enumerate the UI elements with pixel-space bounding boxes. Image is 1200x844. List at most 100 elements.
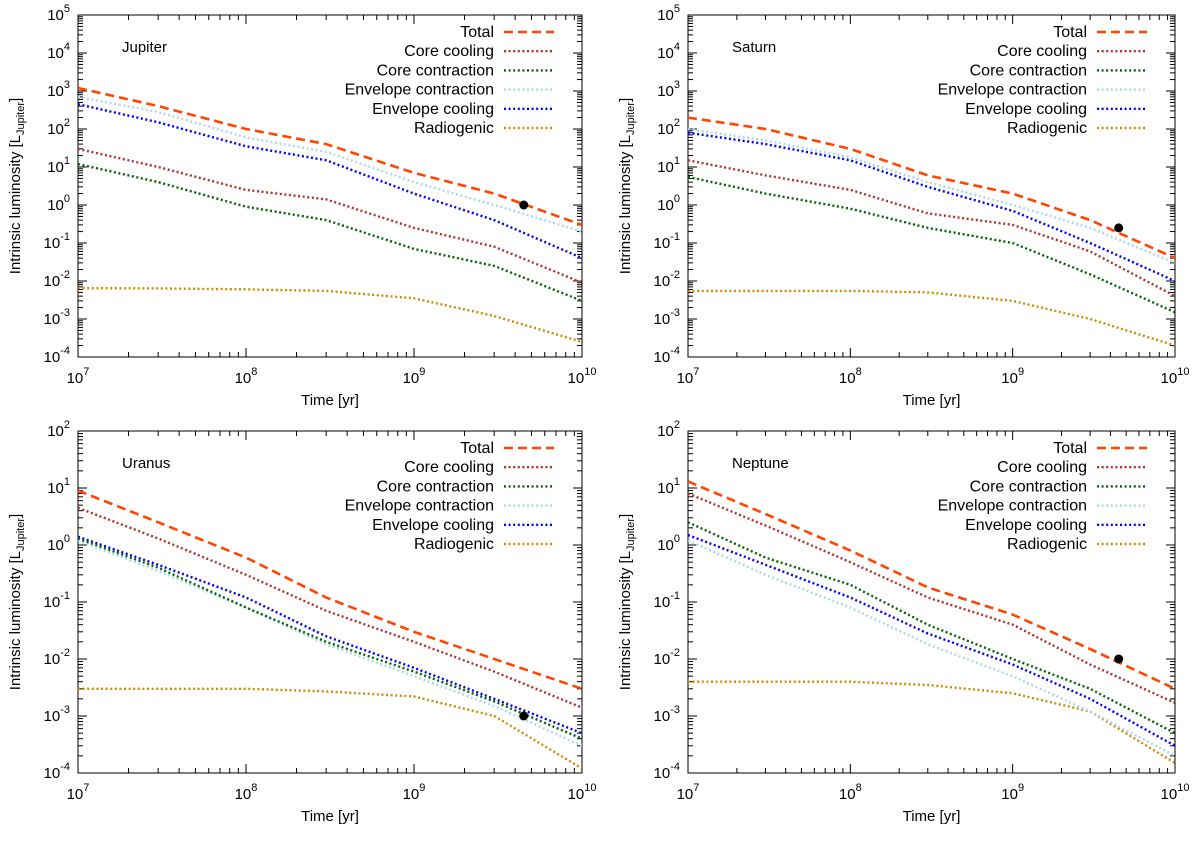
legend-label: Total xyxy=(460,24,494,41)
x-tick-label: 1010 xyxy=(568,366,597,387)
y-tick-label: 100 xyxy=(47,193,70,214)
y-tick-label: 105 xyxy=(657,3,680,24)
legend-label: Envelope cooling xyxy=(372,101,494,118)
x-axis-label: Time [yr] xyxy=(301,392,359,409)
y-axis-label: Intrinsic luminosity [LJupiter] xyxy=(7,98,27,274)
y-tick-label: 10-4 xyxy=(44,345,70,366)
legend: Total Core cooling Core contraction Envelop… xyxy=(345,440,554,553)
y-tick-label: 10-4 xyxy=(654,761,680,782)
y-tick-label: 10-4 xyxy=(44,761,70,782)
legend-label: Envelope cooling xyxy=(965,517,1087,534)
x-tick-label: 1010 xyxy=(1161,782,1190,803)
legend-label: Total xyxy=(460,440,494,457)
plot-frame xyxy=(687,14,1176,358)
series-line-total xyxy=(688,116,1175,260)
x-axis-label: Time [yr] xyxy=(903,808,961,825)
legend-label: Core cooling xyxy=(997,43,1087,60)
series-line-core-contraction xyxy=(78,537,582,740)
series-line-radiogenic xyxy=(688,680,1175,765)
legend-label: Total xyxy=(1053,24,1087,41)
x-tick-label: 107 xyxy=(67,366,90,387)
plot-frame xyxy=(77,14,583,358)
observed-luminosity-marker xyxy=(519,711,529,721)
legend-label: Core contraction xyxy=(377,62,494,79)
legend-label: Core cooling xyxy=(404,459,494,476)
x-tick-label: 1010 xyxy=(1161,366,1190,387)
series-line-core-cooling xyxy=(78,147,582,284)
y-axis-label: Intrinsic luminosity [LJupiter] xyxy=(617,98,637,274)
legend-label: Envelope contraction xyxy=(938,82,1087,99)
y-axis-label: Intrinsic luminosity [LJupiter] xyxy=(617,514,637,690)
y-tick-label: 10-3 xyxy=(44,704,70,725)
legend-label: Envelope cooling xyxy=(372,517,494,534)
legend-label: Total xyxy=(1053,440,1087,457)
series-line-envelope-contraction xyxy=(688,127,1175,265)
series-line-envelope-cooling xyxy=(688,131,1175,283)
series-line-total xyxy=(78,489,582,691)
y-tick-label: 10-3 xyxy=(44,307,70,328)
legend-label: Envelope cooling xyxy=(965,101,1087,118)
planet-title: Jupiter xyxy=(122,39,167,56)
x-tick-label: 1010 xyxy=(568,782,597,803)
series-group xyxy=(78,489,582,770)
series-line-core-cooling xyxy=(688,492,1175,704)
planet-title: Uranus xyxy=(122,455,170,472)
observed-luminosity-marker xyxy=(1114,654,1124,664)
y-tick-label: 102 xyxy=(47,419,70,440)
legend-label: Core contraction xyxy=(377,478,494,495)
y-tick-label: 10-3 xyxy=(654,704,680,725)
legend-label: Envelope contraction xyxy=(345,498,494,515)
y-tick-label: 102 xyxy=(47,117,70,138)
y-tick-label: 102 xyxy=(657,419,680,440)
series-line-envelope-contraction xyxy=(78,539,582,747)
chart-panel-jupiter: 107 108 109 1010 10-4 10-3 10-2 10-1 100 101 102 10… xyxy=(7,3,596,409)
series-line-core-contraction xyxy=(688,521,1175,735)
observed-luminosity-marker xyxy=(1114,223,1124,233)
series-line-radiogenic xyxy=(78,687,582,770)
legend-label: Radiogenic xyxy=(414,536,494,553)
legend-label: Core contraction xyxy=(970,62,1087,79)
x-tick-label: 107 xyxy=(677,782,700,803)
y-tick-label: 102 xyxy=(657,117,680,138)
y-axis-label: Intrinsic luminosity [LJupiter] xyxy=(7,514,27,690)
series-group xyxy=(688,480,1175,765)
series-line-core-cooling xyxy=(78,506,582,709)
legend-label: Envelope contraction xyxy=(345,82,494,99)
chart-panel-uranus: 107 108 109 1010 10-4 10-3 10-2 10-1 100 101 102 Ti… xyxy=(7,419,596,825)
y-tick-label: 10-1 xyxy=(654,231,680,252)
x-tick-label: 109 xyxy=(1001,366,1024,387)
planet-title: Neptune xyxy=(732,455,789,472)
series-line-radiogenic xyxy=(688,289,1175,347)
y-tick-label: 10-4 xyxy=(654,345,680,366)
legend: Total Core cooling Core contraction Envelop… xyxy=(938,24,1147,137)
chart-panel-neptune: 107 108 109 1010 10-4 10-3 10-2 10-1 100 101 102 Ti… xyxy=(617,419,1189,825)
legend-label: Radiogenic xyxy=(1007,120,1087,137)
y-tick-label: 10-2 xyxy=(654,269,680,290)
y-tick-label: 103 xyxy=(47,79,70,100)
y-tick-label: 10-2 xyxy=(44,269,70,290)
series-line-core-contraction xyxy=(688,175,1175,314)
series-line-total xyxy=(78,86,582,227)
x-tick-label: 108 xyxy=(235,782,258,803)
series-line-envelope-cooling xyxy=(688,533,1175,747)
y-tick-label: 10-1 xyxy=(654,590,680,611)
x-axis-label: Time [yr] xyxy=(903,392,961,409)
y-tick-label: 101 xyxy=(657,155,680,176)
y-tick-label: 104 xyxy=(657,41,680,62)
y-tick-label: 100 xyxy=(657,533,680,554)
x-tick-label: 107 xyxy=(677,366,700,387)
y-tick-label: 10-2 xyxy=(44,647,70,668)
x-tick-label: 108 xyxy=(839,366,862,387)
series-line-envelope-contraction xyxy=(78,95,582,233)
y-tick-label: 103 xyxy=(657,79,680,100)
y-tick-label: 10-1 xyxy=(44,231,70,252)
y-tick-label: 100 xyxy=(657,193,680,214)
x-tick-label: 109 xyxy=(1001,782,1024,803)
y-tick-label: 105 xyxy=(47,3,70,24)
y-tick-label: 10-1 xyxy=(44,590,70,611)
x-axis-label: Time [yr] xyxy=(301,808,359,825)
series-line-envelope-contraction xyxy=(688,539,1175,757)
legend-label: Core contraction xyxy=(970,478,1087,495)
series-group xyxy=(78,86,582,344)
